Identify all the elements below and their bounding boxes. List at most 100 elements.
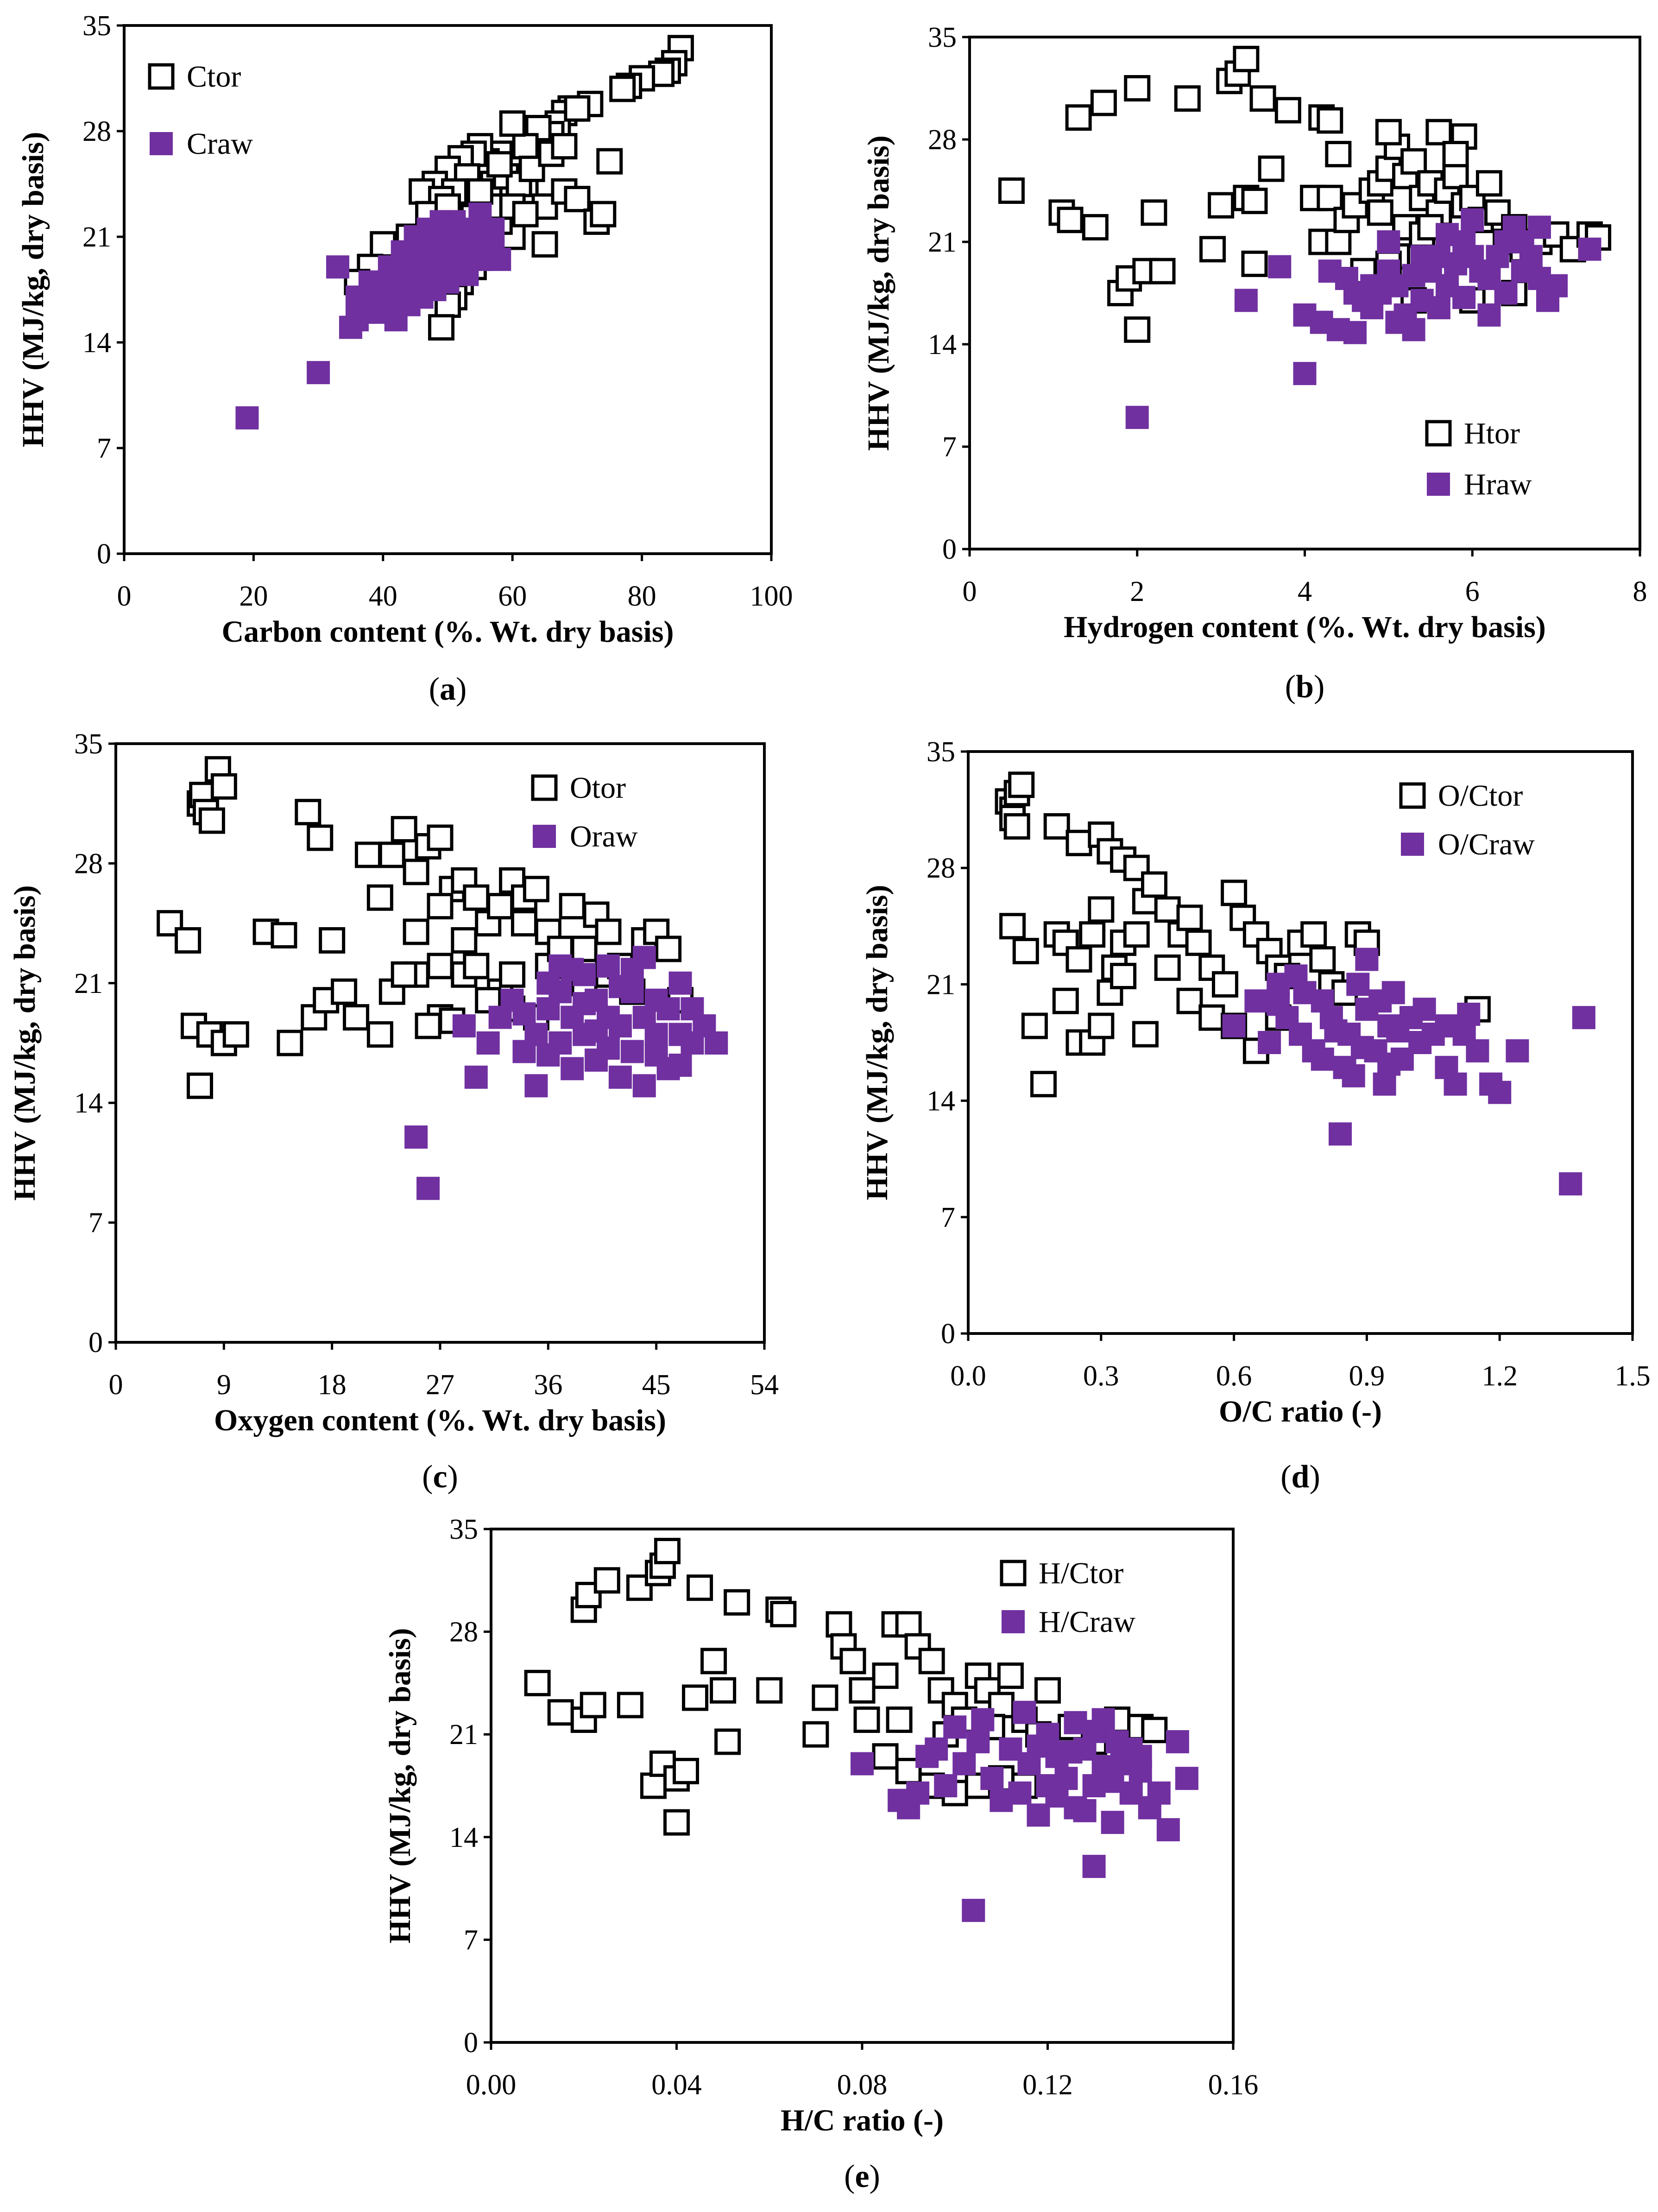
x-tick-label: 0.9 bbox=[1349, 1360, 1385, 1392]
legend-marker-open-square bbox=[1399, 782, 1426, 809]
y-tick-label: 28 bbox=[82, 116, 111, 147]
legend-marker-filled-square bbox=[1427, 473, 1450, 496]
data-point-h-ctor bbox=[756, 1677, 783, 1704]
panel-b: 0 7 14 21 28 35 0 2 4 6 8 Hydrogen content (%. Wt. … bbox=[862, 22, 1647, 705]
legend-label: O/Ctor bbox=[1438, 779, 1523, 813]
data-point-o-craw bbox=[1435, 1014, 1458, 1038]
legend-marker-open-square bbox=[148, 63, 175, 90]
data-point-h-ctor bbox=[580, 1692, 606, 1719]
y-tick-label: 14 bbox=[449, 1822, 478, 1853]
data-point-otor bbox=[463, 953, 490, 980]
data-point-oraw bbox=[668, 1053, 692, 1077]
data-point-h-craw bbox=[1073, 1799, 1097, 1822]
x-tick-label: 0 bbox=[117, 581, 132, 612]
data-point-h-ctor bbox=[673, 1757, 700, 1784]
legend-label: Ctor bbox=[187, 60, 241, 94]
data-point-h-ctor bbox=[700, 1648, 727, 1675]
data-point-htor bbox=[1425, 119, 1452, 145]
data-point-oraw bbox=[536, 1043, 560, 1067]
x-tick-label: 8 bbox=[1633, 576, 1647, 607]
data-point-o-ctor bbox=[1065, 946, 1092, 973]
data-point-hraw bbox=[1234, 289, 1258, 312]
data-point-h-craw bbox=[1082, 1855, 1106, 1878]
data-point-otor bbox=[559, 893, 586, 920]
data-point-otor bbox=[354, 841, 381, 868]
data-point-o-ctor bbox=[1079, 921, 1106, 948]
y-tick-label: 28 bbox=[449, 1617, 478, 1648]
data-point-o-craw bbox=[1373, 1072, 1396, 1096]
data-point-o-ctor bbox=[1088, 1012, 1115, 1039]
data-point-ctor bbox=[428, 314, 455, 341]
data-point-htor bbox=[1484, 199, 1511, 226]
data-point-otor bbox=[451, 927, 478, 954]
data-point-h-ctor bbox=[812, 1684, 838, 1711]
data-point-oraw bbox=[644, 1043, 668, 1067]
data-point-o-craw bbox=[1258, 1031, 1281, 1054]
legend: Ctor Craw bbox=[148, 60, 253, 161]
data-point-hraw bbox=[1125, 405, 1149, 429]
data-point-htor bbox=[1400, 148, 1427, 175]
data-point-hraw bbox=[1402, 264, 1425, 287]
data-point-oraw bbox=[524, 1074, 548, 1098]
y-tick-label: 21 bbox=[82, 221, 111, 253]
data-point-o-ctor bbox=[1176, 987, 1203, 1014]
data-point-ctor bbox=[512, 201, 539, 228]
data-point-ctor bbox=[564, 186, 591, 213]
data-point-oraw bbox=[464, 1065, 488, 1089]
data-point-otor bbox=[463, 884, 490, 911]
data-point-oraw bbox=[524, 1023, 548, 1046]
data-point-h-craw bbox=[1101, 1811, 1124, 1834]
y-tick-label: 7 bbox=[464, 1924, 478, 1956]
data-point-otor bbox=[403, 859, 429, 885]
data-point-o-ctor bbox=[1300, 921, 1327, 948]
data-point-otor bbox=[427, 893, 454, 920]
data-point-hraw bbox=[1435, 223, 1459, 246]
data-point-o-ctor bbox=[1309, 946, 1336, 973]
data-point-o-craw bbox=[1386, 1019, 1410, 1043]
data-point-otor bbox=[198, 807, 225, 834]
y-axis-title: HHV (MJ/kg, dry basis) bbox=[16, 132, 50, 448]
data-point-o-ctor bbox=[1043, 813, 1070, 840]
data-point-o-craw bbox=[1324, 1019, 1348, 1043]
data-point-ctor bbox=[551, 133, 578, 160]
data-point-h-ctor bbox=[724, 1589, 750, 1616]
data-point-ctor bbox=[609, 76, 636, 102]
panel-a: 0 7 14 21 28 35 0 20 40 60 80 100 Carbon content (%.… bbox=[16, 10, 793, 707]
data-point-oraw bbox=[452, 1014, 476, 1038]
data-point-h-ctor bbox=[918, 1648, 945, 1675]
data-point-otor bbox=[415, 1012, 441, 1039]
data-point-ctor bbox=[467, 178, 493, 205]
data-point-otor bbox=[319, 927, 346, 954]
panel-label-letter: b bbox=[1296, 669, 1314, 705]
data-point-htor bbox=[1241, 250, 1268, 277]
y-tick-label: 14 bbox=[82, 327, 111, 359]
data-point-htor bbox=[1149, 258, 1176, 284]
x-tick-label: 80 bbox=[628, 581, 656, 612]
y-tick-label: 35 bbox=[928, 22, 957, 53]
y-tick-label: 14 bbox=[927, 1086, 955, 1117]
data-point-ctor bbox=[564, 95, 591, 122]
panel-label-letter: c bbox=[433, 1459, 447, 1495]
x-tick-label: 0.00 bbox=[466, 2069, 517, 2101]
data-point-craw bbox=[481, 217, 505, 241]
data-point-h-craw bbox=[980, 1767, 1004, 1790]
data-point-otor bbox=[378, 841, 405, 868]
y-axis-title: HHV (MJ/kg, dry basis) bbox=[862, 135, 895, 451]
legend: H/Ctor H/Craw bbox=[1000, 1556, 1135, 1639]
data-point-o-ctor bbox=[1030, 1071, 1057, 1098]
data-point-hraw bbox=[1268, 255, 1292, 278]
data-point-h-ctor bbox=[682, 1684, 709, 1711]
data-point-htor bbox=[1442, 163, 1469, 190]
x-axis-title: H/C ratio (-) bbox=[781, 2104, 944, 2137]
y-tick-label: 7 bbox=[97, 433, 111, 464]
panel-label: (a) bbox=[429, 671, 467, 707]
data-point-h-craw bbox=[934, 1774, 958, 1797]
legend-marker-filled-square bbox=[1401, 833, 1424, 856]
legend-label: H/Ctor bbox=[1039, 1556, 1123, 1590]
data-point-htor bbox=[1317, 107, 1343, 134]
x-tick-label: 54 bbox=[750, 1369, 779, 1401]
data-point-otor bbox=[523, 876, 549, 903]
panel-label-close-paren: ) bbox=[870, 2159, 880, 2194]
data-point-h-ctor bbox=[710, 1677, 737, 1704]
